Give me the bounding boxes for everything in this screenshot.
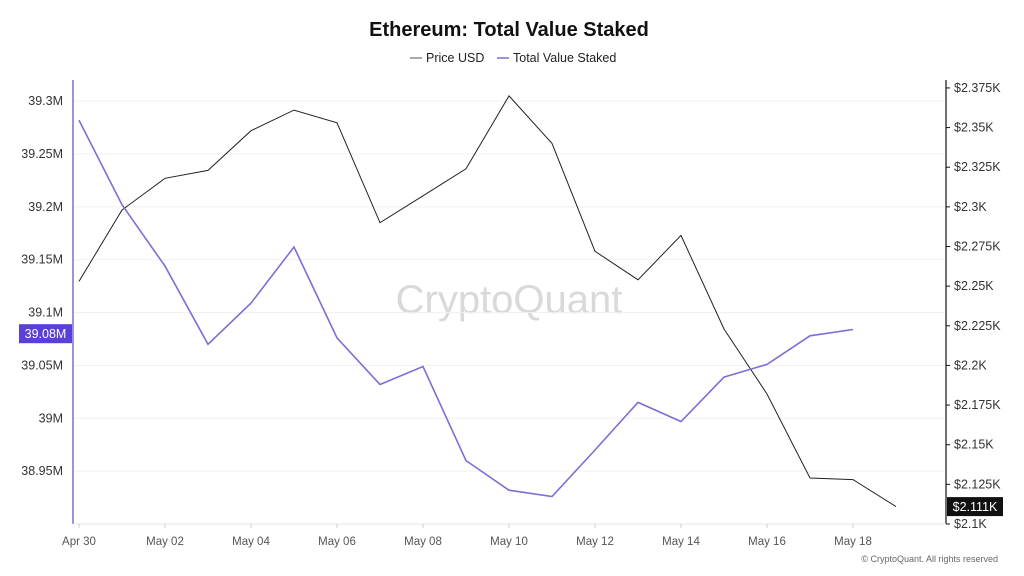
left-axis-tick-label: 39.1M: [28, 306, 63, 320]
grid-lines: [74, 100, 945, 472]
badge-left-label: 39.08M: [25, 327, 67, 341]
chart-legend: Price USD Total Value Staked: [410, 51, 616, 65]
right-axis-tick-label: $2.325K: [954, 160, 1001, 174]
legend-price-label[interactable]: Price USD: [426, 51, 484, 65]
x-axis-tick-label: May 02: [146, 536, 184, 548]
left-axis-tick-label: 38.95M: [21, 464, 63, 478]
right-axis-tick-label: $2.275K: [954, 240, 1001, 254]
x-axis-ticks: Apr 30 May 02 May 04 May 06 May 08 May 10 May …: [62, 524, 872, 548]
x-axis-tick-label: May 14: [662, 536, 700, 548]
watermark: CryptoQuant: [396, 278, 623, 322]
right-axis-tick-label: $2.3K: [954, 200, 987, 214]
right-axis-tick-label: $2.125K: [954, 477, 1001, 491]
series-line-total-value-staked: [78, 119, 854, 498]
right-axis-tick-label: $2.35K: [954, 121, 994, 135]
badge-right-label: $2.111K: [953, 500, 998, 514]
right-axis-tick-label: $2.15K: [954, 438, 994, 452]
x-axis-tick-label: May 04: [232, 536, 270, 548]
right-axis-tick-label: $2.1K: [954, 517, 987, 531]
x-axis-tick-label: May 06: [318, 536, 356, 548]
right-axis-tick-label: $2.2K: [954, 358, 987, 372]
current-value-badge-right: $2.111K: [947, 497, 1003, 517]
left-axis-tick-label: 39M: [39, 411, 63, 425]
right-axis-tick-label: $2.225K: [954, 319, 1001, 333]
left-axis-tick-label: 39.25M: [21, 147, 63, 161]
legend-staked-label[interactable]: Total Value Staked: [513, 51, 616, 65]
x-axis-tick-label: May 08: [404, 536, 442, 548]
left-axis-tick-label: 39.3M: [28, 94, 63, 108]
current-value-badge-left: 39.08M: [19, 324, 72, 344]
series-line-price-usd: [78, 95, 897, 508]
right-axis-tick-label: $2.25K: [954, 279, 994, 293]
right-axis-tick-label: $2.175K: [954, 398, 1001, 412]
left-axis-ticks: 38.95M 39M 39.05M 39.1M 39.15M 39.2M 39.25M 39.…: [21, 94, 63, 478]
x-axis-tick-label: May 18: [834, 536, 872, 548]
right-axis-ticks: $2.1K $2.125K $2.15K $2.175K $2.2K $2.225K $2.…: [946, 81, 1001, 531]
x-axis-tick-label: Apr 30: [62, 536, 96, 548]
badge-right-bg: [947, 497, 1003, 517]
left-axis-tick-label: 39.15M: [21, 253, 63, 267]
x-axis-tick-label: May 10: [490, 536, 528, 548]
x-axis-tick-label: May 12: [576, 536, 614, 548]
x-axis-tick-label: May 16: [748, 536, 786, 548]
left-axis-tick-label: 39.2M: [28, 200, 63, 214]
copyright-text: © CryptoQuant. All rights reserved: [861, 554, 998, 564]
right-axis-tick-label: $2.375K: [954, 81, 1001, 95]
chart-title: Ethereum: Total Value Staked: [369, 19, 649, 41]
left-axis-tick-label: 39.05M: [21, 358, 63, 372]
badge-left-bg: [19, 324, 72, 344]
